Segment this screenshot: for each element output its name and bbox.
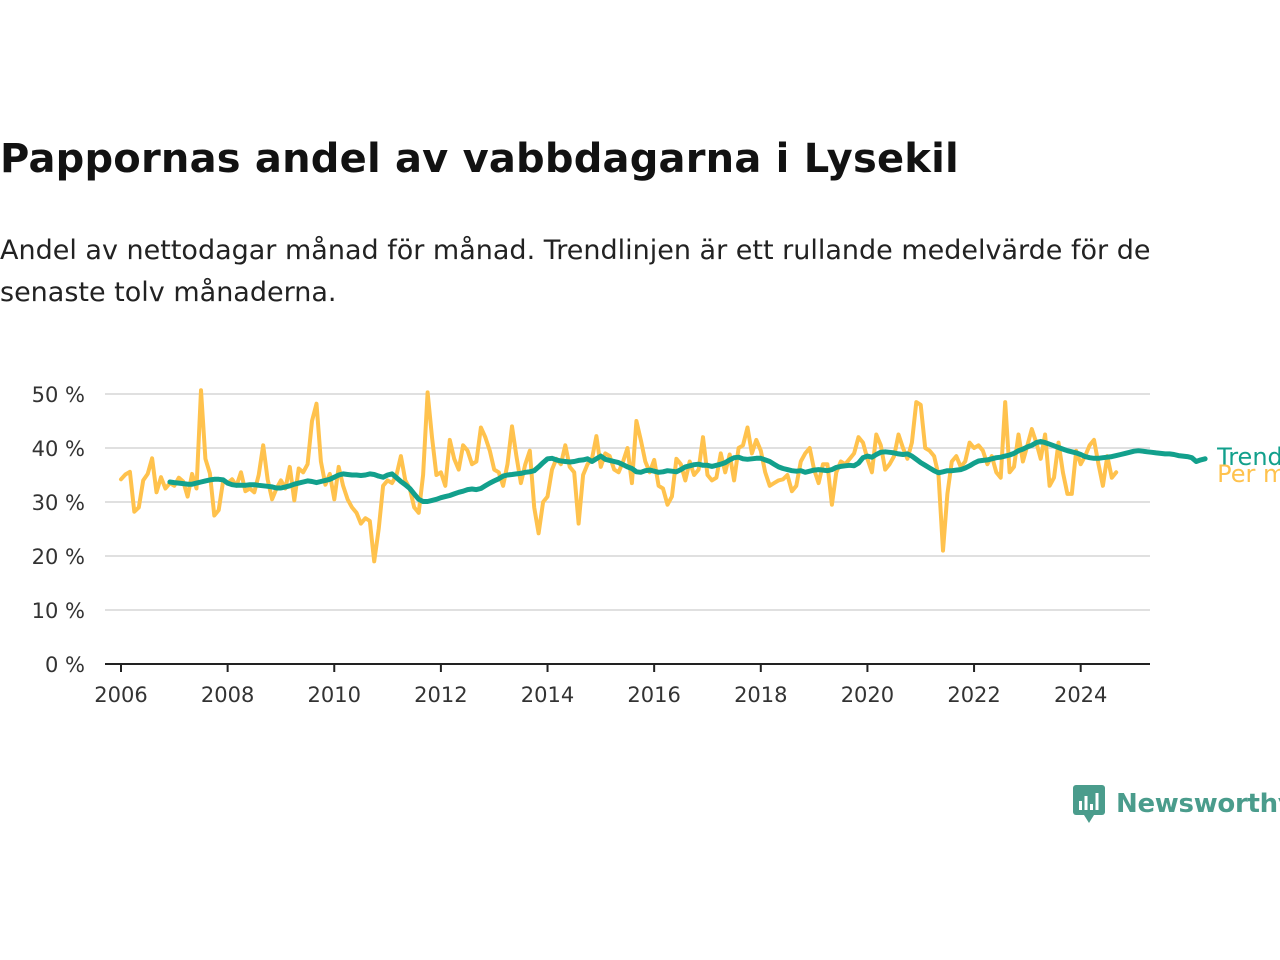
x-tick-label: 2008 — [201, 683, 254, 707]
y-tick-label: 50 % — [32, 383, 85, 407]
monthly-line — [119, 388, 1119, 564]
x-tick-label: 2024 — [1054, 683, 1107, 707]
x-tick-label: 2010 — [308, 683, 361, 707]
y-tick-label: 20 % — [32, 545, 85, 569]
y-tick-label: 30 % — [32, 491, 85, 515]
grid-lines — [105, 393, 1150, 665]
x-tick-label: 2006 — [94, 683, 147, 707]
x-tick-label: 2014 — [521, 683, 574, 707]
x-axis-ticks: 2006 2008 2010 2012 2014 2016 2018 2020 2022 2024 — [94, 664, 1107, 707]
y-tick-label: 40 % — [32, 437, 85, 461]
y-axis-ticks: 0 % 10 % 20 % 30 % 40 % 50 % — [32, 383, 85, 677]
brand-name: Newsworthy — [1116, 789, 1280, 819]
series-lines — [119, 388, 1208, 564]
brand-logo: Newsworthy — [1072, 784, 1280, 824]
trend-label: Trend — [1216, 443, 1280, 471]
x-tick-label: 2020 — [841, 683, 894, 707]
monthly-label: Per månad — [1217, 459, 1280, 488]
y-tick-label: 0 % — [45, 653, 85, 677]
x-tick-label: 2022 — [947, 683, 1000, 707]
chart-subtitle: Andel av nettodagar månad för månad. Tre… — [0, 235, 1151, 308]
x-tick-label: 2012 — [414, 683, 467, 707]
trend-line — [167, 439, 1208, 504]
chart-title: Pappornas andel av vabbdagarna i Lysekil — [0, 136, 959, 182]
x-tick-label: 2018 — [734, 683, 787, 707]
newsworthy-logo-icon — [1073, 785, 1105, 823]
x-tick-label: 2016 — [627, 683, 680, 707]
y-tick-label: 10 % — [32, 599, 85, 623]
